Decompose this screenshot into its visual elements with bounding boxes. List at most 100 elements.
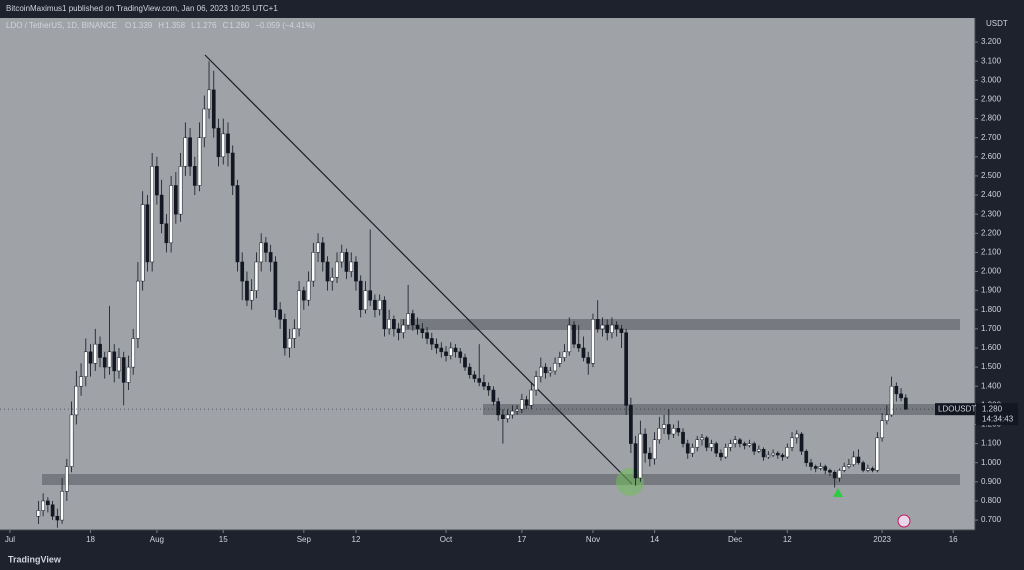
candle-body	[46, 500, 50, 506]
x-tick-label: 12	[352, 535, 361, 544]
candle-body	[790, 437, 794, 448]
candle-body	[775, 452, 780, 456]
candle-body	[856, 456, 861, 463]
x-tick-label: 16	[949, 535, 958, 544]
price-tag-label: 1.280	[982, 404, 1003, 413]
candle-body	[657, 428, 662, 441]
candle-body	[335, 261, 339, 278]
y-unit: USDT	[986, 19, 1008, 28]
candle-body	[287, 338, 292, 349]
candle-body	[188, 137, 192, 167]
candle-body	[538, 366, 543, 377]
candle-body	[709, 443, 714, 448]
candle-body	[638, 433, 643, 479]
y-tick-label: 2.600	[981, 152, 1002, 161]
candle-body	[159, 194, 164, 224]
candle-body	[102, 357, 107, 368]
x-tick-label: Sep	[297, 535, 312, 544]
candle-body	[529, 389, 534, 406]
legend-key: L	[191, 21, 196, 30]
candle-body	[837, 470, 842, 479]
candle-body	[444, 351, 448, 356]
candle-body	[477, 378, 482, 383]
candle-body	[467, 366, 472, 376]
candle-body	[486, 385, 491, 391]
candle-body	[136, 280, 140, 339]
candle-body	[420, 328, 425, 333]
support-zone	[42, 474, 960, 485]
candle-body	[866, 468, 870, 471]
candle-body	[401, 324, 406, 333]
x-tick-label: 2023	[873, 535, 891, 544]
symbol-tag	[935, 403, 975, 416]
candle-body	[496, 401, 501, 416]
candle-body	[207, 89, 211, 110]
candle-body	[548, 370, 553, 374]
candle-body	[117, 357, 121, 372]
candle-body	[595, 319, 600, 330]
x-tick-label: 18	[86, 535, 95, 544]
y-tick-label: 3.200	[981, 37, 1002, 46]
candle-body	[264, 242, 268, 253]
x-tick-label: 14	[650, 535, 659, 544]
candle-body	[354, 261, 358, 282]
candle-body	[463, 357, 467, 368]
candle-body	[557, 357, 562, 364]
candle-body	[164, 223, 169, 244]
candle-body	[761, 449, 766, 458]
candle-body	[524, 399, 529, 406]
candle-body	[202, 108, 207, 138]
candle-body	[178, 166, 183, 215]
candle-body	[785, 447, 790, 458]
candle-body	[501, 414, 505, 419]
candle-body	[780, 454, 785, 458]
candle-body	[847, 464, 851, 467]
candle-body	[320, 242, 325, 263]
candle-body	[643, 433, 647, 454]
candle-body	[183, 137, 188, 167]
candle-body	[747, 443, 752, 446]
candle-body	[823, 466, 828, 471]
signal-arrow	[833, 488, 843, 497]
candle-body	[681, 431, 685, 444]
candle-body	[74, 385, 79, 416]
candle-body	[633, 443, 638, 479]
x-tick-label: Jul	[5, 535, 15, 544]
candle-body	[605, 324, 610, 333]
candle-body	[415, 324, 420, 330]
legend-key: C	[223, 21, 229, 30]
candle-body	[325, 261, 330, 282]
candle-body	[619, 328, 624, 333]
legend-key: O	[125, 21, 131, 30]
candle-body	[339, 252, 344, 263]
candle-body	[728, 443, 733, 448]
candle-body	[515, 408, 519, 412]
candle-body	[392, 319, 396, 330]
x-tick-label: 12	[783, 535, 792, 544]
x-tick-label: Oct	[440, 535, 453, 544]
candle-body	[64, 466, 69, 492]
candle-body	[600, 324, 605, 330]
footer-logo: TradingView	[8, 554, 62, 564]
candle-body	[647, 452, 652, 460]
candle-body	[278, 309, 282, 320]
candle-body	[572, 324, 576, 345]
candle-body	[235, 185, 240, 263]
y-tick-label: 1.900	[981, 286, 1002, 295]
candle-body	[771, 452, 775, 456]
candle-body	[813, 466, 818, 469]
candle-body	[685, 443, 690, 454]
y-tick-label: 1.600	[981, 343, 1002, 352]
candle-body	[742, 443, 747, 446]
candle-body	[93, 343, 98, 364]
candle-body	[875, 437, 880, 471]
candle-body	[221, 133, 226, 158]
candle-body	[543, 366, 548, 374]
candle-body	[387, 319, 391, 330]
candle-body	[226, 133, 230, 154]
candle-body	[439, 347, 444, 353]
candle-body	[50, 504, 55, 517]
candle-body	[382, 299, 387, 330]
candle-body	[448, 347, 453, 356]
legend-value: 1.358	[165, 21, 186, 30]
